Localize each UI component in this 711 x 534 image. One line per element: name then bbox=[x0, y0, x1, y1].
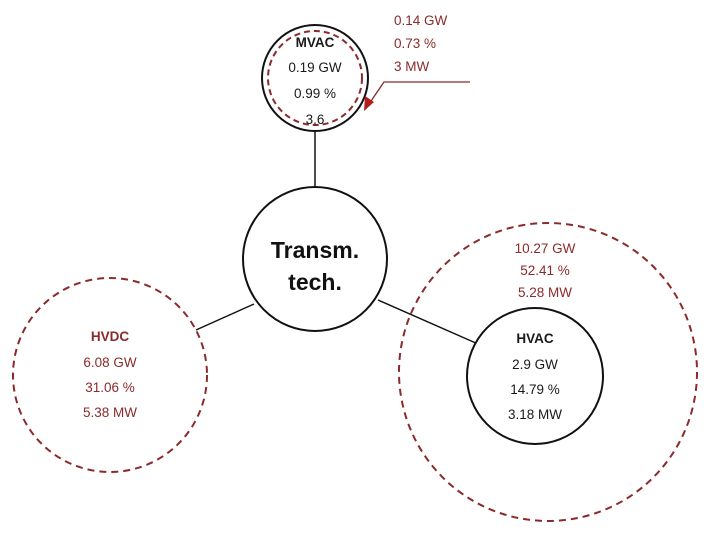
hvdc-dashed-circle bbox=[12, 277, 208, 473]
mvac-title: MVAC bbox=[296, 35, 335, 50]
hvac-outer-size: 5.28 MW bbox=[518, 285, 572, 300]
connector-center-hvdc bbox=[195, 303, 255, 331]
hvdc-outer-power: 6.08 GW bbox=[83, 355, 137, 370]
hvdc-outer-share: 31.06 % bbox=[85, 380, 135, 395]
mvac-outer-power: 0.14 GW bbox=[394, 13, 448, 28]
center-node-circle bbox=[242, 186, 388, 332]
mvac-callout-arrowhead bbox=[364, 96, 374, 111]
hvac-dashed-circle bbox=[398, 222, 698, 522]
hvac-solid-circle bbox=[466, 307, 604, 445]
hvac-title: HVAC bbox=[516, 331, 554, 346]
hvdc-title: HVDC bbox=[91, 329, 130, 344]
mvac-outer-share: 0.73 % bbox=[394, 36, 436, 51]
center-node-line1: Transm. bbox=[271, 237, 359, 263]
mvac-inner-power: 0.19 GW bbox=[288, 60, 342, 75]
mvac-dashed-circle bbox=[267, 30, 363, 126]
hvdc-outer-size: 5.38 MW bbox=[83, 405, 137, 420]
hvac-outer-power: 10.27 GW bbox=[515, 241, 576, 256]
hvac-inner-share: 14.79 % bbox=[510, 382, 560, 397]
mvac-inner-size: 3.6 bbox=[306, 112, 325, 127]
hvac-inner-size: 3.18 MW bbox=[508, 407, 562, 422]
hvac-outer-share: 52.41 % bbox=[520, 263, 570, 278]
mvac-outer-size: 3 MW bbox=[394, 59, 430, 74]
center-node-line2: tech. bbox=[288, 269, 342, 295]
hvac-inner-power: 2.9 GW bbox=[512, 357, 558, 372]
connector-center-hvac bbox=[377, 299, 479, 345]
mvac-solid-circle bbox=[261, 24, 369, 132]
mvac-inner-share: 0.99 % bbox=[294, 86, 336, 101]
mvac-callout-line bbox=[368, 81, 470, 105]
